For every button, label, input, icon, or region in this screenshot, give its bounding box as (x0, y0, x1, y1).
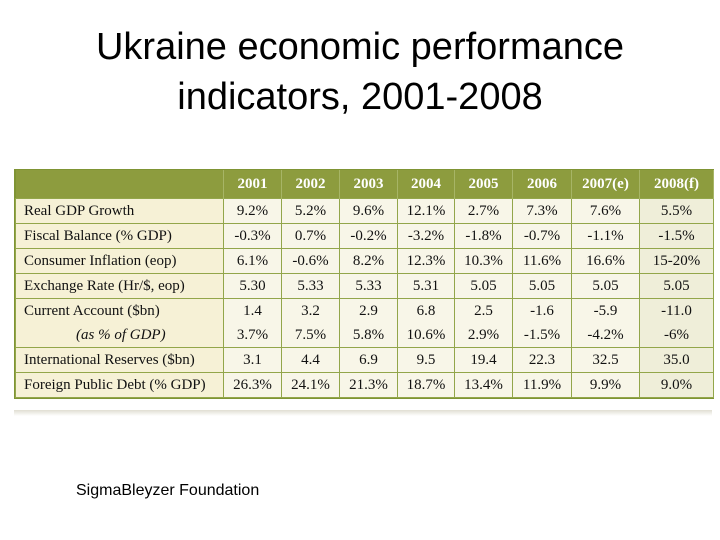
row-label: Current Account ($bn) (15, 298, 224, 323)
cell: 3.2 (281, 298, 340, 323)
cell: -0.6% (281, 248, 340, 274)
column-header: 2008(f) (639, 170, 714, 199)
column-header: 2005 (454, 170, 513, 199)
cell: 11.9% (512, 372, 572, 398)
table-row: Real GDP Growth 9.2% 5.2% 9.6% 12.1% 2.7% 7.3%… (15, 198, 714, 224)
cell: 10.3% (454, 248, 513, 274)
column-header: 2007(e) (571, 170, 640, 199)
table-row: (as % of GDP) 3.7% 7.5% 5.8% 10.6% 2.9% -1.5% -… (15, 323, 714, 348)
column-header: 2003 (339, 170, 398, 199)
cell: 0.7% (281, 223, 340, 249)
header-corner (15, 170, 224, 199)
table-row: International Reserves ($bn) 3.1 4.4 6.9 9.5… (15, 347, 714, 373)
cell: 10.6% (397, 323, 455, 348)
cell: 5.31 (397, 273, 455, 299)
row-label: Consumer Inflation (eop) (15, 248, 224, 274)
cell: -1.6 (512, 298, 572, 323)
cell: -1.8% (454, 223, 513, 249)
cell: -0.7% (512, 223, 572, 249)
cell: 18.7% (397, 372, 455, 398)
footer: SigmaBleyzer Foundation (76, 482, 260, 499)
cell: 5.33 (281, 273, 340, 299)
cell: 35.0 (639, 347, 714, 373)
cell: 2.7% (454, 198, 513, 224)
cell: 2.9 (339, 298, 398, 323)
cell: 3.7% (223, 323, 282, 348)
cell: 9.6% (339, 198, 398, 224)
cell: -1.5% (639, 223, 714, 249)
column-header: 2001 (223, 170, 282, 199)
table-row: Current Account ($bn) 1.4 3.2 2.9 6.8 2.5 -1.6… (15, 298, 714, 323)
cell: -11.0 (639, 298, 714, 323)
cell: 6.9 (339, 347, 398, 373)
column-header: 2006 (512, 170, 572, 199)
cell: 9.5 (397, 347, 455, 373)
cell: 32.5 (571, 347, 640, 373)
cell: -0.3% (223, 223, 282, 249)
cell: 5.05 (454, 273, 513, 299)
cell: -1.5% (512, 323, 572, 348)
row-label: Fiscal Balance (% GDP) (15, 223, 224, 249)
cell: 9.2% (223, 198, 282, 224)
cell: -0.2% (339, 223, 398, 249)
cell: -4.2% (571, 323, 640, 348)
cell: -3.2% (397, 223, 455, 249)
header-row: 2001 2002 2003 2004 2005 2006 2007(e) 2008(f) (15, 170, 714, 199)
cell: 2.5 (454, 298, 513, 323)
cell: 19.4 (454, 347, 513, 373)
cell: 1.4 (223, 298, 282, 323)
table-row: Consumer Inflation (eop) 6.1% -0.6% 8.2% 12.… (15, 248, 714, 274)
cell: 5.05 (639, 273, 714, 299)
indicator-table: 2001 2002 2003 2004 2005 2006 2007(e) 2008(f) R… (15, 170, 714, 398)
cell: 5.8% (339, 323, 398, 348)
column-header: 2004 (397, 170, 455, 199)
cell: 5.05 (512, 273, 572, 299)
table-frame: 2001 2002 2003 2004 2005 2006 2007(e) 2008(f) R… (14, 169, 714, 399)
row-label: Real GDP Growth (15, 198, 224, 224)
row-label: Exchange Rate (Hr/$, eop) (15, 273, 224, 299)
cell: 7.5% (281, 323, 340, 348)
row-label: International Reserves ($bn) (15, 347, 224, 373)
cell: 9.9% (571, 372, 640, 398)
cell: 8.2% (339, 248, 398, 274)
cell: 7.6% (571, 198, 640, 224)
table-body: Real GDP Growth 9.2% 5.2% 9.6% 12.1% 2.7% 7.3%… (15, 198, 714, 398)
cell: 5.33 (339, 273, 398, 299)
cell: 22.3 (512, 347, 572, 373)
cell: 11.6% (512, 248, 572, 274)
cell: 16.6% (571, 248, 640, 274)
row-label: Foreign Public Debt (% GDP) (15, 372, 224, 398)
cell: 24.1% (281, 372, 340, 398)
slide-title: Ukraine economic performance indicators,… (95, 26, 624, 118)
cell: 12.3% (397, 248, 455, 274)
cell: -6% (639, 323, 714, 348)
table-row: Exchange Rate (Hr/$, eop) 5.30 5.33 5.33 5.3… (15, 273, 714, 299)
cell: 13.4% (454, 372, 513, 398)
cell: 21.3% (339, 372, 398, 398)
cell: 5.30 (223, 273, 282, 299)
cell: 9.0% (639, 372, 714, 398)
column-header: 2002 (281, 170, 340, 199)
cell: 6.8 (397, 298, 455, 323)
cell: -1.1% (571, 223, 640, 249)
cell: 2.9% (454, 323, 513, 348)
cell: 5.2% (281, 198, 340, 224)
source-strip (14, 410, 712, 416)
cell: 4.4 (281, 347, 340, 373)
cell: 15-20% (639, 248, 714, 274)
cell: 7.3% (512, 198, 572, 224)
cell: 3.1 (223, 347, 282, 373)
cell: 12.1% (397, 198, 455, 224)
cell: -5.9 (571, 298, 640, 323)
cell: 5.05 (571, 273, 640, 299)
cell: 6.1% (223, 248, 282, 274)
table-row: Fiscal Balance (% GDP) -0.3% 0.7% -0.2% -3.2… (15, 223, 714, 249)
cell: 5.5% (639, 198, 714, 224)
cell: 26.3% (223, 372, 282, 398)
table-row: Foreign Public Debt (% GDP) 26.3% 24.1% 21.… (15, 372, 714, 398)
row-label: (as % of GDP) (15, 323, 224, 348)
